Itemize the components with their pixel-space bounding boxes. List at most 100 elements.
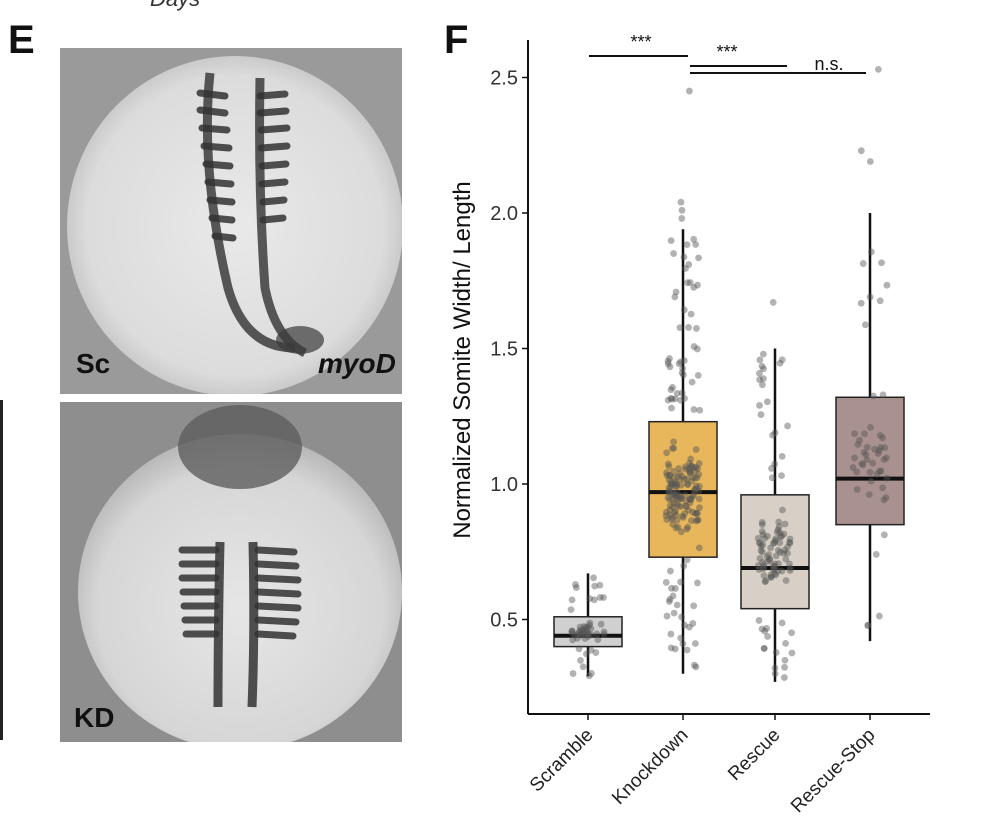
data-point bbox=[581, 625, 589, 633]
data-point bbox=[883, 454, 890, 462]
outlier-point bbox=[685, 87, 693, 95]
data-point bbox=[667, 630, 675, 638]
data-point bbox=[692, 463, 700, 471]
data-point bbox=[686, 496, 694, 503]
data-point bbox=[667, 644, 675, 652]
data-point bbox=[673, 500, 681, 508]
data-point bbox=[691, 485, 699, 493]
data-point bbox=[685, 261, 693, 268]
data-point bbox=[596, 594, 604, 601]
data-point bbox=[779, 506, 786, 514]
data-point bbox=[675, 360, 683, 368]
data-point bbox=[680, 562, 688, 570]
data-point bbox=[666, 363, 674, 371]
data-point bbox=[584, 633, 592, 640]
data-point bbox=[665, 484, 673, 492]
data-point bbox=[686, 279, 694, 286]
data-point bbox=[767, 544, 774, 552]
data-point bbox=[763, 625, 771, 632]
data-point bbox=[569, 636, 577, 644]
data-point bbox=[876, 467, 884, 475]
data-point bbox=[769, 539, 777, 547]
data-point bbox=[664, 494, 672, 501]
data-point bbox=[693, 325, 700, 332]
data-point bbox=[696, 504, 703, 512]
data-point bbox=[685, 324, 692, 331]
data-point bbox=[673, 480, 680, 488]
data-point bbox=[679, 640, 687, 648]
data-point bbox=[758, 521, 766, 529]
data-point bbox=[877, 467, 885, 475]
data-point bbox=[691, 467, 699, 475]
data-point bbox=[586, 595, 594, 603]
data-point bbox=[760, 645, 768, 653]
data-point bbox=[664, 357, 672, 365]
data-point bbox=[586, 619, 594, 627]
data-point bbox=[754, 535, 762, 542]
outlier-point bbox=[874, 65, 882, 73]
data-point bbox=[690, 343, 698, 350]
data-point bbox=[775, 523, 783, 531]
data-point bbox=[764, 532, 771, 540]
data-point bbox=[763, 398, 771, 406]
data-point bbox=[680, 475, 688, 483]
data-point bbox=[673, 482, 681, 490]
data-point bbox=[775, 560, 782, 568]
data-point bbox=[761, 535, 768, 542]
data-point bbox=[879, 484, 887, 492]
data-point bbox=[668, 445, 676, 452]
data-point bbox=[682, 463, 689, 471]
data-point bbox=[859, 461, 867, 469]
data-point bbox=[584, 631, 592, 639]
data-point bbox=[687, 517, 695, 524]
data-point bbox=[683, 556, 691, 564]
data-point bbox=[687, 455, 695, 463]
data-point bbox=[859, 260, 867, 267]
data-point bbox=[786, 538, 793, 546]
data-point bbox=[663, 612, 671, 620]
data-point bbox=[569, 670, 577, 677]
data-point bbox=[684, 523, 692, 531]
box-rescue bbox=[740, 494, 810, 610]
data-point bbox=[858, 460, 866, 467]
data-point bbox=[668, 404, 675, 412]
data-point bbox=[878, 259, 885, 267]
data-point bbox=[776, 539, 784, 547]
data-point bbox=[664, 360, 672, 368]
data-point bbox=[767, 573, 775, 581]
data-point bbox=[594, 636, 602, 643]
panel-letter-e: E bbox=[8, 18, 35, 62]
data-point bbox=[680, 371, 687, 379]
data-point bbox=[771, 670, 779, 678]
data-point bbox=[757, 547, 765, 555]
data-point bbox=[677, 528, 685, 536]
data-point bbox=[682, 465, 689, 473]
data-point bbox=[782, 555, 790, 563]
data-point bbox=[861, 430, 868, 438]
data-point bbox=[664, 460, 672, 468]
data-point bbox=[675, 502, 683, 510]
data-point bbox=[882, 494, 890, 502]
data-point bbox=[771, 429, 779, 437]
data-point bbox=[772, 649, 780, 656]
data-point bbox=[579, 628, 587, 636]
data-point bbox=[666, 511, 674, 519]
embryo-image-knockdown: KD bbox=[60, 402, 402, 742]
data-point bbox=[663, 449, 671, 457]
data-point bbox=[770, 562, 778, 570]
data-point bbox=[761, 627, 769, 635]
data-point bbox=[674, 492, 682, 500]
data-point bbox=[851, 454, 858, 462]
data-point bbox=[671, 395, 679, 403]
data-point bbox=[587, 646, 595, 654]
data-point bbox=[694, 371, 702, 379]
data-point bbox=[756, 555, 764, 562]
data-point bbox=[695, 470, 703, 478]
data-point bbox=[692, 446, 700, 453]
data-point bbox=[784, 549, 791, 557]
data-point bbox=[666, 496, 674, 503]
data-point bbox=[758, 625, 766, 633]
data-point bbox=[883, 474, 891, 482]
data-point bbox=[691, 510, 699, 517]
data-point bbox=[665, 598, 673, 605]
